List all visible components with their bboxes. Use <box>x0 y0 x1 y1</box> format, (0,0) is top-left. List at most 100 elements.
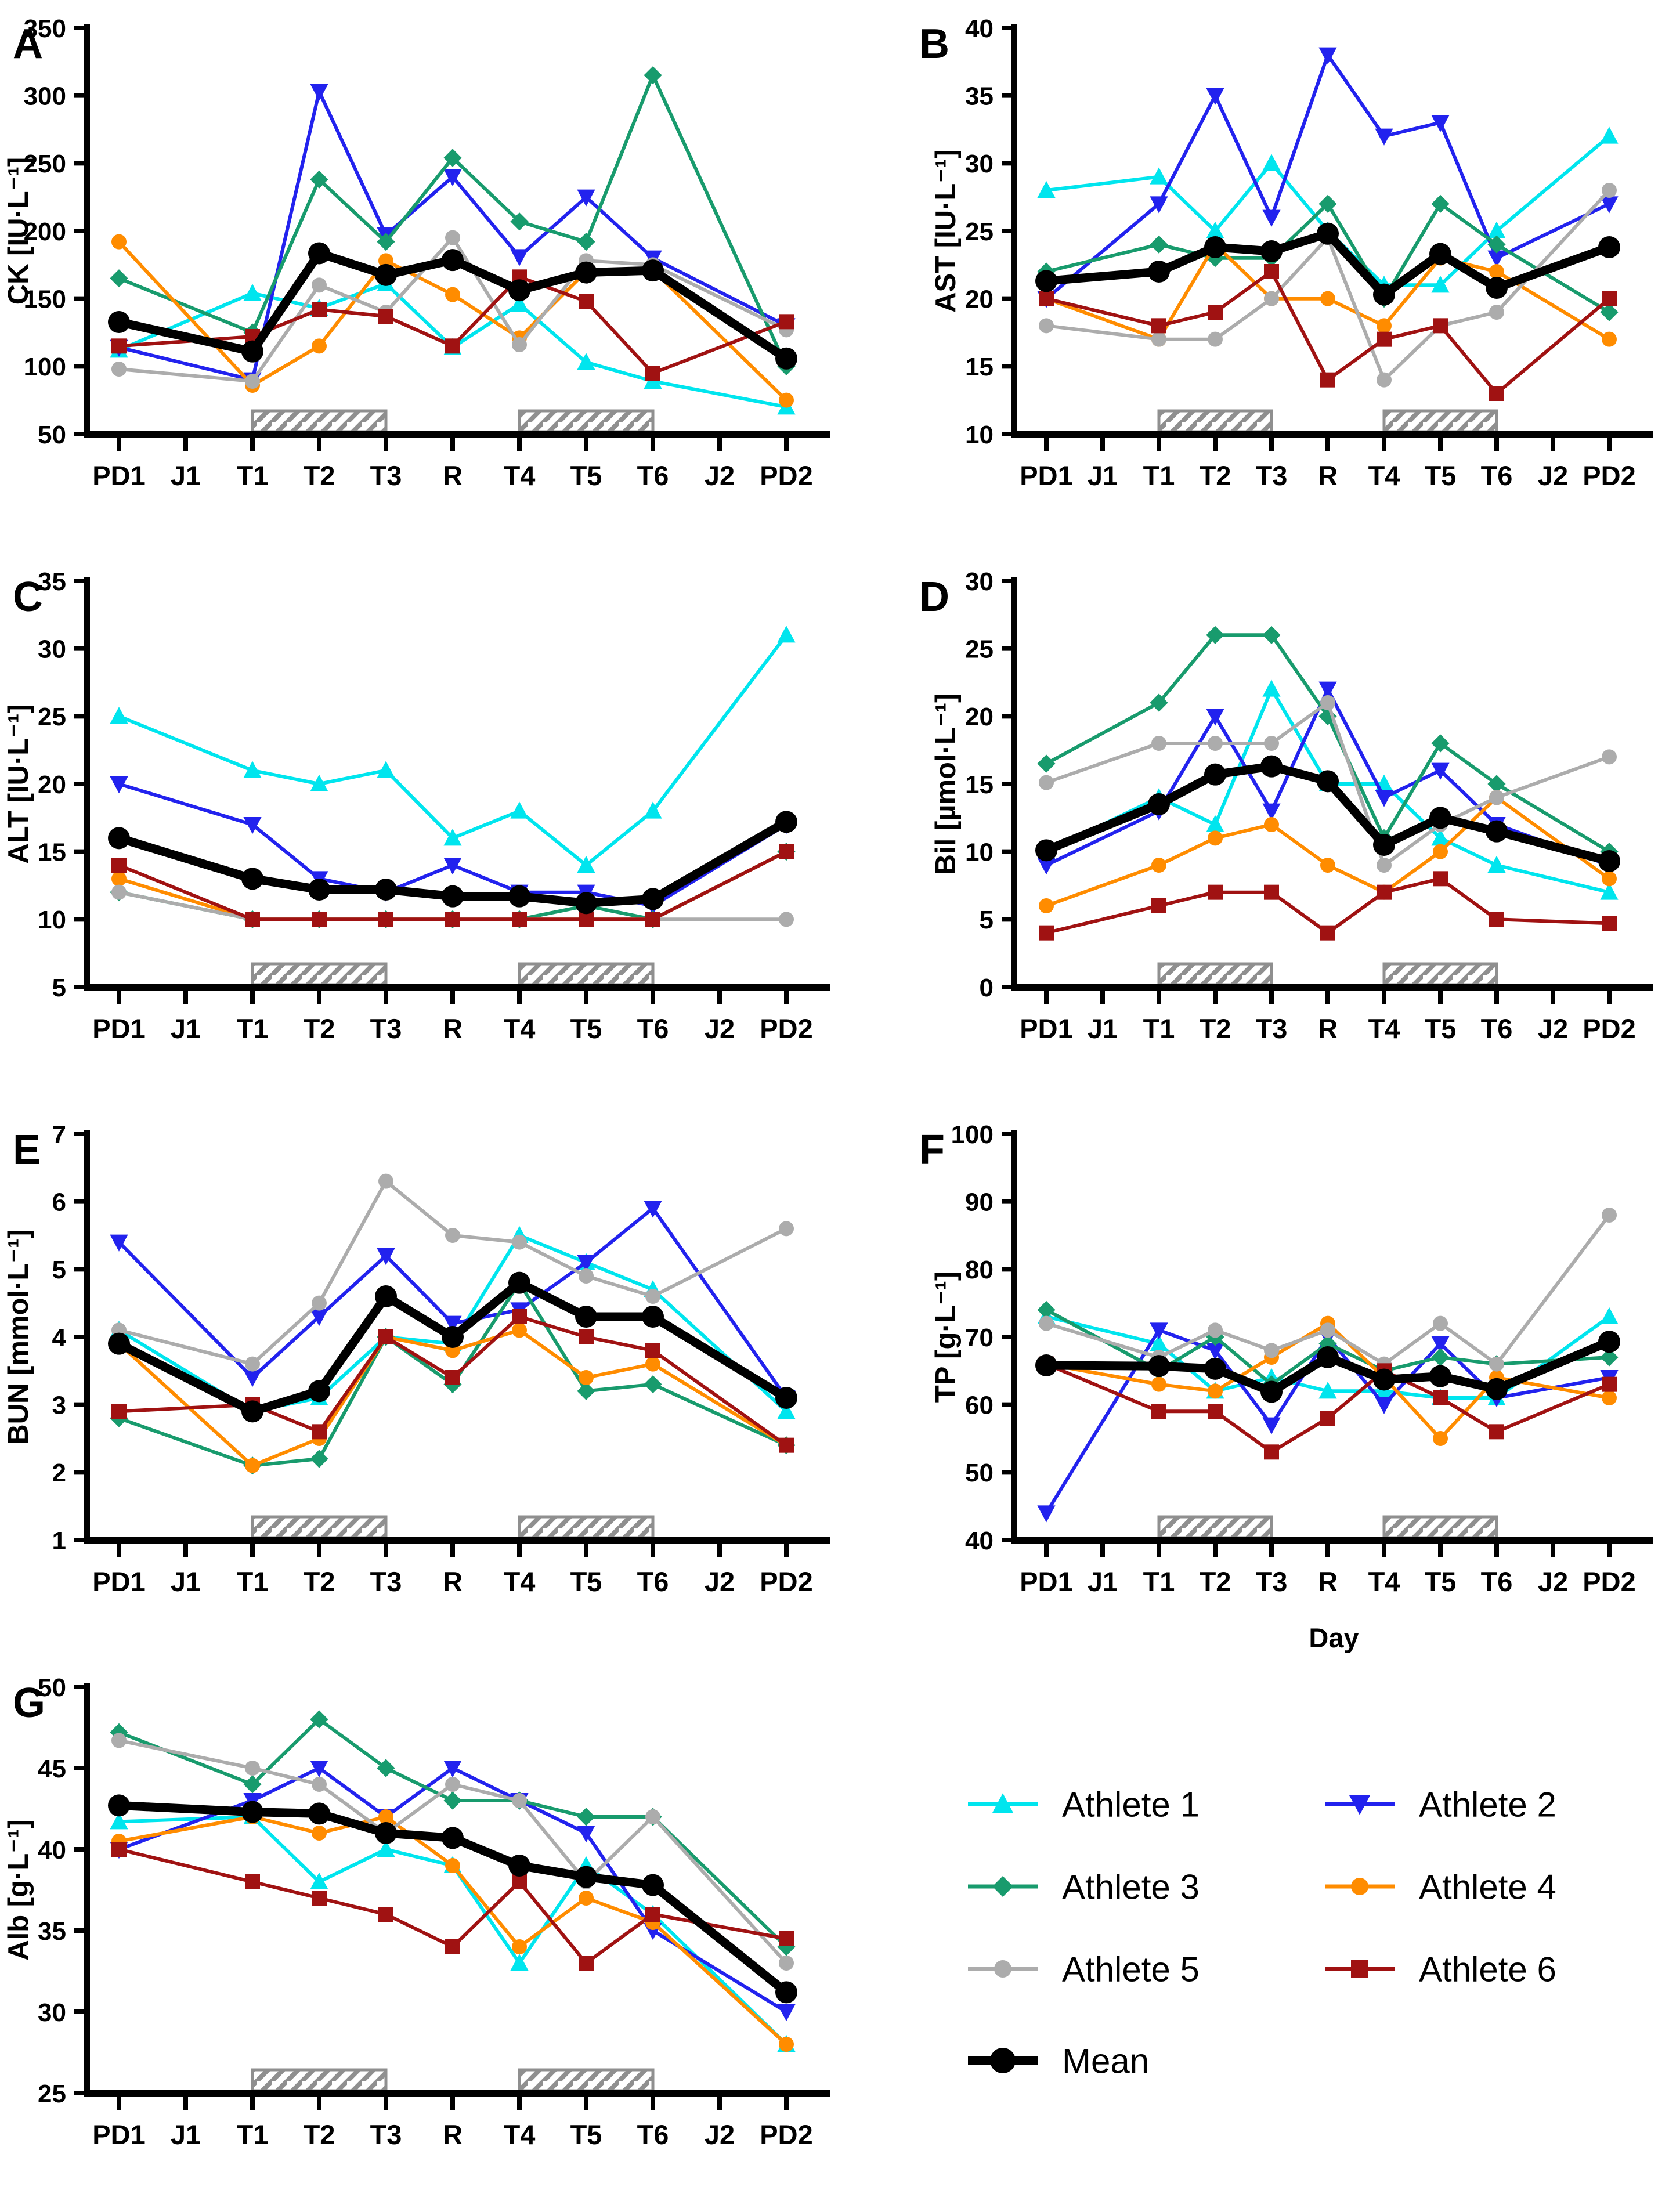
x-tick-label: PD1 <box>1020 1013 1072 1044</box>
x-tick-label: T2 <box>304 2119 335 2150</box>
series-athlete3 <box>110 66 796 375</box>
training-block-bar <box>1382 409 1498 433</box>
x-tick-label: T5 <box>570 2119 602 2150</box>
y-tick-label: 30 <box>38 635 66 664</box>
series-mean <box>1035 222 1620 306</box>
y-tick-label: 25 <box>38 703 66 731</box>
y-tick-label: 10 <box>965 838 994 867</box>
series-athlete4 <box>111 1809 794 2052</box>
series-athlete2 <box>1037 47 1619 308</box>
x-tick-label: T1 <box>237 2119 269 2150</box>
x-tick-label: T1 <box>237 1013 269 1044</box>
x-tick-label: J2 <box>705 460 735 491</box>
x-tick-label: T4 <box>1368 460 1400 491</box>
x-tick-label: T4 <box>504 1566 536 1597</box>
series-athlete6 <box>1039 871 1617 941</box>
legend-item-athlete4: Athlete 4 <box>1325 1868 1556 1907</box>
series-athlete5 <box>111 230 794 389</box>
y-tick-label: 4 <box>52 1324 67 1352</box>
legend-item-label: Athlete 1 <box>1062 1785 1200 1824</box>
x-tick-label: T5 <box>1425 460 1457 491</box>
x-tick-label: T2 <box>1200 1566 1231 1597</box>
training-block-bar <box>1382 962 1498 986</box>
legend-item-mean: Mean <box>968 2042 1149 2081</box>
x-tick-label: R <box>1318 460 1338 491</box>
x-tick-label: T4 <box>504 2119 536 2150</box>
x-tick-label: T5 <box>570 1566 602 1597</box>
training-block-bar <box>1382 1515 1498 1539</box>
legend-item-label: Mean <box>1062 2042 1149 2081</box>
series-athlete5 <box>111 1173 794 1372</box>
x-tick-label: R <box>443 460 463 491</box>
y-tick-label: 25 <box>965 635 994 664</box>
legend-item-label: Athlete 2 <box>1419 1785 1556 1824</box>
series-mean <box>1035 1331 1620 1403</box>
x-tick-label: PD2 <box>760 460 812 491</box>
legend-item-label: Athlete 5 <box>1062 1950 1200 1989</box>
x-tick-label: T1 <box>1143 1013 1175 1044</box>
x-tick-label: T3 <box>370 1013 402 1044</box>
y-tick-label: 200 <box>24 218 66 246</box>
x-tick-label: T6 <box>637 2119 669 2150</box>
y-tick-label: 50 <box>38 1674 66 1702</box>
legend-item-athlete3: Athlete 3 <box>968 1868 1200 1907</box>
y-tick-label: 300 <box>24 82 66 111</box>
y-tick-label: 40 <box>965 1527 994 1555</box>
panel-letter: C <box>13 574 43 620</box>
training-block-bar <box>251 962 388 986</box>
series-mean <box>108 1794 797 2004</box>
y-tick-label: 25 <box>38 2080 66 2108</box>
x-axis-title: Day <box>1309 1622 1359 1653</box>
x-tick-label: T3 <box>1256 460 1288 491</box>
y-tick-label: 3 <box>52 1391 66 1420</box>
panel-b-chart: 10 15 20 25 30 35 40 PD1 J1 T1 T2 T3 R T4 T5 T6 J2 PD2 AST… <box>919 15 1653 491</box>
panel-d-chart: 0 5 10 15 20 25 30 PD1 J1 T1 T2 T3 R T4 T5 T6 J2 PD2 Bil [… <box>919 568 1653 1044</box>
x-tick-label: R <box>443 2119 463 2150</box>
y-tick-label: 20 <box>38 771 66 799</box>
training-block-bar <box>251 409 388 433</box>
x-tick-label: PD2 <box>760 1566 812 1597</box>
x-tick-label: T6 <box>637 460 669 491</box>
x-tick-label: R <box>1318 1566 1338 1597</box>
y-tick-label: 30 <box>965 568 994 596</box>
y-tick-label: 35 <box>38 568 66 596</box>
legend-item-athlete6: Athlete 6 <box>1325 1950 1556 1989</box>
x-tick-label: PD1 <box>92 1566 145 1597</box>
series-athlete6 <box>111 269 794 381</box>
y-tick-label: 70 <box>965 1324 994 1352</box>
x-tick-label: T6 <box>637 1013 669 1044</box>
y-tick-label: 80 <box>965 1256 994 1284</box>
y-tick-label: 10 <box>965 421 994 449</box>
y-tick-label: 15 <box>965 353 994 381</box>
series-athlete5 <box>111 1733 794 1971</box>
x-tick-label: T5 <box>1425 1013 1457 1044</box>
x-tick-label: J1 <box>1088 1013 1118 1044</box>
y-tick-label: 5 <box>52 974 66 1002</box>
x-tick-label: J1 <box>1088 460 1118 491</box>
y-tick-label: 50 <box>38 421 66 449</box>
x-tick-label: PD2 <box>1583 1013 1635 1044</box>
x-tick-label: J1 <box>1088 1566 1118 1597</box>
x-tick-label: T6 <box>1481 460 1513 491</box>
x-tick-label: PD1 <box>92 460 145 491</box>
x-tick-label: T2 <box>304 1013 335 1044</box>
x-tick-label: T4 <box>1368 1566 1400 1597</box>
y-tick-label: 7 <box>52 1121 66 1149</box>
x-tick-label: T1 <box>237 460 269 491</box>
x-tick-label: T4 <box>1368 1013 1400 1044</box>
training-block-bar <box>251 1515 388 1539</box>
y-tick-label: 40 <box>38 1836 66 1864</box>
x-tick-label: T1 <box>1143 460 1175 491</box>
y-tick-label: 60 <box>965 1391 994 1420</box>
x-tick-label: T3 <box>1256 1566 1288 1597</box>
x-tick-label: T6 <box>1481 1013 1513 1044</box>
y-tick-label: 35 <box>965 82 994 111</box>
series-athlete5 <box>1039 183 1617 388</box>
y-tick-label: 90 <box>965 1188 994 1217</box>
y-tick-label: 20 <box>965 703 994 731</box>
y-tick-label: 30 <box>38 1998 66 2027</box>
y-tick-label: 5 <box>52 1256 66 1284</box>
x-tick-label: J1 <box>171 1013 201 1044</box>
panel-f-chart: 40 50 60 70 80 90 100 PD1 J1 T1 T2 T3 R T4 T5 T6 J2 PD2 TP… <box>919 1121 1653 1653</box>
